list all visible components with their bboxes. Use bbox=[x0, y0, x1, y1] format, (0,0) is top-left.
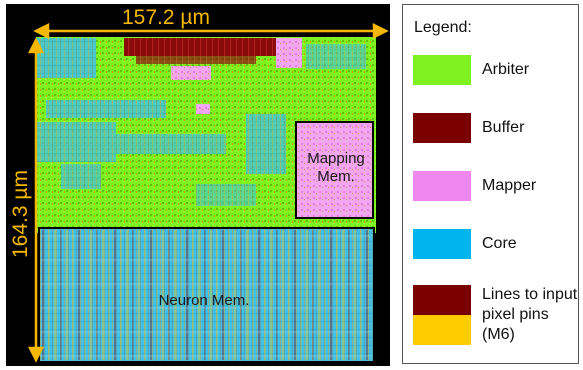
legend-swatch-mapper bbox=[413, 171, 471, 201]
chip-layout-panel: 157.2 µm 164.3 µm Mapping Mem. Neuron Me… bbox=[6, 4, 390, 366]
height-dimension-label: 164.3 µm bbox=[9, 170, 32, 258]
core-patch bbox=[46, 100, 166, 118]
core-patch bbox=[196, 184, 256, 206]
legend-swatch-buffer bbox=[413, 113, 471, 143]
core-patch bbox=[306, 44, 366, 69]
core-patch bbox=[116, 134, 226, 154]
mapping-mem-region bbox=[295, 121, 374, 219]
core-patch bbox=[61, 164, 101, 189]
legend-label-mapper: Mapper bbox=[482, 177, 537, 194]
legend-title: Legend: bbox=[414, 19, 472, 36]
legend-swatch-pixel-lines-gold bbox=[413, 315, 471, 345]
neuron-mem-region bbox=[38, 227, 375, 363]
legend-label-buffer: Buffer bbox=[482, 119, 525, 136]
legend-swatch-arbiter bbox=[413, 55, 471, 85]
mapper-patch bbox=[171, 66, 211, 80]
legend-swatch-core bbox=[413, 229, 471, 259]
legend-label-arbiter: Arbiter bbox=[482, 61, 530, 78]
height-arrow bbox=[27, 37, 45, 363]
legend-panel: Legend: Arbiter Buffer Mapper Core Lines… bbox=[402, 4, 579, 364]
neuron-mem-label: Neuron Mem. bbox=[158, 292, 250, 309]
legend-label-pixel-lines: Lines to input pixel pins (M6) bbox=[482, 286, 578, 343]
legend-label-core: Core bbox=[482, 235, 517, 252]
buffer-region bbox=[124, 38, 284, 56]
core-patch bbox=[36, 122, 116, 162]
core-patch bbox=[36, 38, 96, 78]
width-dimension-label: 157.2 µm bbox=[122, 6, 210, 29]
width-arrow bbox=[33, 22, 389, 40]
pixel-pin-lines bbox=[41, 230, 372, 360]
legend-swatch-pixel-lines-dark bbox=[413, 285, 471, 315]
core-patch bbox=[246, 114, 286, 174]
mapper-patch bbox=[196, 104, 210, 114]
mapping-mem-label: Mapping Mem. bbox=[307, 150, 365, 185]
chip-layout-drawing bbox=[27, 22, 389, 363]
mapper-patch bbox=[276, 38, 302, 68]
buffer-region bbox=[136, 56, 256, 64]
